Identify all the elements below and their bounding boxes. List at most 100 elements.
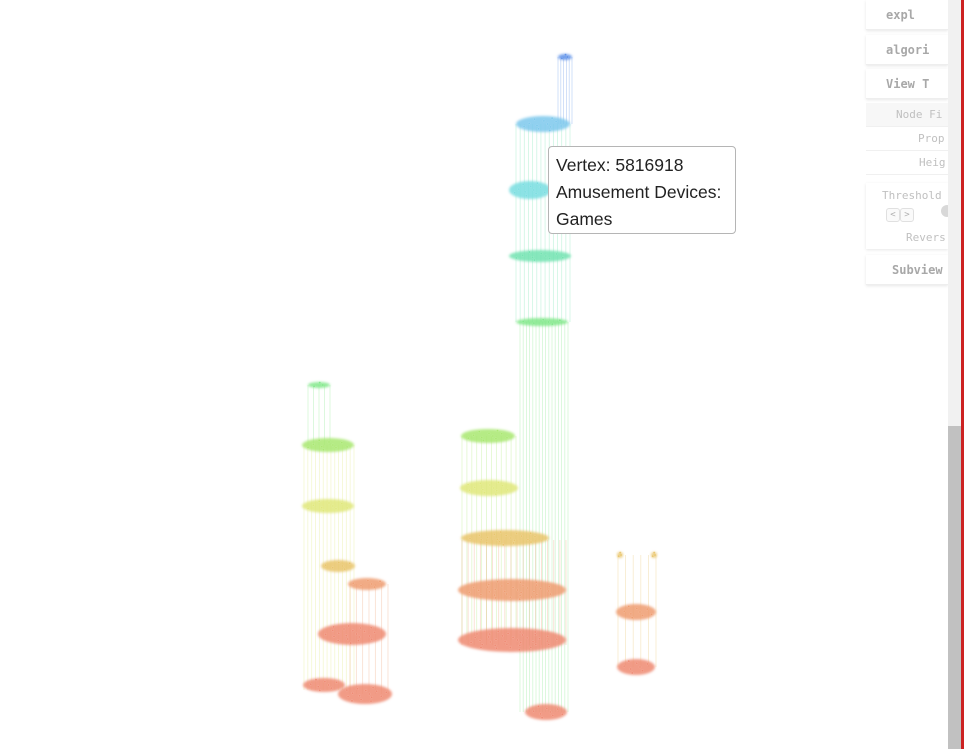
vertex-dot[interactable] (306, 445, 310, 449)
vertex-dot[interactable] (561, 713, 564, 716)
vertex-dot[interactable] (337, 561, 341, 564)
node-cluster[interactable] (303, 678, 345, 692)
vertex-dot[interactable] (520, 534, 523, 538)
vertex-dot[interactable] (478, 430, 481, 433)
vertex-dot[interactable] (641, 669, 644, 672)
vertex-dot[interactable] (359, 626, 362, 630)
vertex-dot[interactable] (548, 257, 551, 260)
node-cluster[interactable] (461, 530, 549, 546)
vertex-dot[interactable] (627, 605, 631, 608)
vertex-dot[interactable] (312, 504, 315, 507)
vertex-dot[interactable] (479, 646, 483, 649)
vertex-dot[interactable] (548, 710, 552, 714)
vertex-dot[interactable] (472, 586, 475, 589)
vertex-dot[interactable] (546, 635, 549, 638)
vertex-dot[interactable] (335, 681, 338, 684)
vertex-dot[interactable] (347, 624, 351, 628)
vertex-dot[interactable] (349, 641, 352, 645)
vertex-dot[interactable] (518, 630, 522, 634)
vertex-dot[interactable] (543, 191, 546, 194)
vertex-dot[interactable] (479, 593, 483, 596)
vertex-dot[interactable] (357, 635, 361, 639)
vertex-dot[interactable] (532, 709, 535, 713)
vertex-dot[interactable] (525, 636, 529, 640)
vertex-dot[interactable] (368, 634, 371, 638)
vertex-dot[interactable] (370, 582, 373, 586)
vertex-dot[interactable] (504, 534, 508, 537)
algorithm-button[interactable]: algori (866, 35, 948, 65)
vertex-dot[interactable] (551, 322, 554, 326)
node-cluster[interactable] (617, 659, 655, 675)
vertex-dot[interactable] (529, 646, 533, 649)
vertex-dot[interactable] (498, 540, 501, 543)
vertex-dot[interactable] (466, 483, 470, 486)
node-cluster[interactable] (525, 704, 567, 720)
vertex-dot[interactable] (331, 566, 334, 569)
vertex-dot[interactable] (314, 678, 318, 682)
vertex-dot[interactable] (499, 530, 503, 534)
vertex-dot[interactable] (496, 538, 499, 541)
vertex-dot[interactable] (345, 445, 349, 449)
vertex-dot[interactable] (516, 638, 519, 642)
vertex-dot[interactable] (518, 597, 521, 601)
explore-button[interactable]: expl (866, 0, 948, 30)
vertex-dot[interactable] (519, 581, 522, 584)
vertex-dot[interactable] (537, 705, 540, 708)
vertex-dot[interactable] (373, 631, 376, 634)
vertex-dot[interactable] (544, 254, 548, 258)
vertex-dot[interactable] (320, 445, 323, 448)
node-layer[interactable] (308, 381, 330, 388)
vertex-dot[interactable] (548, 585, 551, 588)
vertex-dot[interactable] (343, 567, 346, 571)
vertex-dot[interactable] (549, 592, 552, 596)
vertex-dot[interactable] (515, 532, 518, 535)
vertex-dot[interactable] (556, 707, 560, 711)
vertex-dot[interactable] (532, 590, 536, 593)
vertex-dot[interactable] (518, 594, 522, 597)
height-option[interactable]: Heig (866, 151, 948, 175)
vertex-dot[interactable] (529, 532, 532, 535)
vertex-dot[interactable] (475, 632, 479, 636)
vertex-dot[interactable] (493, 533, 496, 536)
vertex-dot[interactable] (327, 683, 330, 687)
vertex-dot[interactable] (533, 535, 537, 539)
vertex-dot[interactable] (502, 543, 505, 546)
vertex-dot[interactable] (487, 583, 491, 586)
vertex-dot[interactable] (366, 579, 370, 582)
vertex-dot[interactable] (332, 625, 335, 629)
vertex-dot[interactable] (472, 434, 475, 437)
vertex-dot[interactable] (367, 692, 371, 696)
node-layer[interactable] (461, 530, 549, 546)
vertex-dot[interactable] (482, 439, 485, 442)
vertex-dot[interactable] (357, 639, 360, 642)
vertex-dot[interactable] (533, 258, 536, 262)
vertex-dot[interactable] (515, 256, 518, 260)
vertex-dot[interactable] (539, 252, 543, 255)
node-layer[interactable] (516, 318, 568, 326)
vertex-dot[interactable] (521, 254, 524, 257)
vertex-dot[interactable] (350, 699, 354, 703)
vertex-dot[interactable] (329, 686, 333, 690)
vertex-dot[interactable] (540, 716, 544, 719)
vertex-dot[interactable] (317, 500, 321, 503)
vertex-dot[interactable] (331, 629, 334, 632)
vertex-dot[interactable] (318, 688, 322, 692)
vertex-dot[interactable] (629, 612, 633, 616)
node-cluster[interactable] (460, 480, 518, 496)
vertex-dot[interactable] (539, 185, 542, 189)
vertex-dot[interactable] (480, 643, 484, 646)
vertex-dot[interactable] (312, 384, 316, 388)
vertex-dot[interactable] (373, 585, 376, 589)
vertex-dot[interactable] (331, 504, 335, 508)
vertex-dot[interactable] (345, 634, 348, 637)
vertex-dot[interactable] (635, 661, 639, 665)
vertex-dot[interactable] (312, 443, 315, 446)
vertex-dot[interactable] (306, 506, 310, 510)
vertex-dot[interactable] (536, 181, 539, 185)
vertex-dot[interactable] (351, 629, 355, 633)
node-cluster[interactable] (302, 438, 354, 452)
vertex-dot[interactable] (317, 439, 321, 442)
vertex-dot[interactable] (547, 643, 551, 646)
vertex-dot[interactable] (323, 680, 327, 683)
vertex-dot[interactable] (378, 580, 382, 583)
